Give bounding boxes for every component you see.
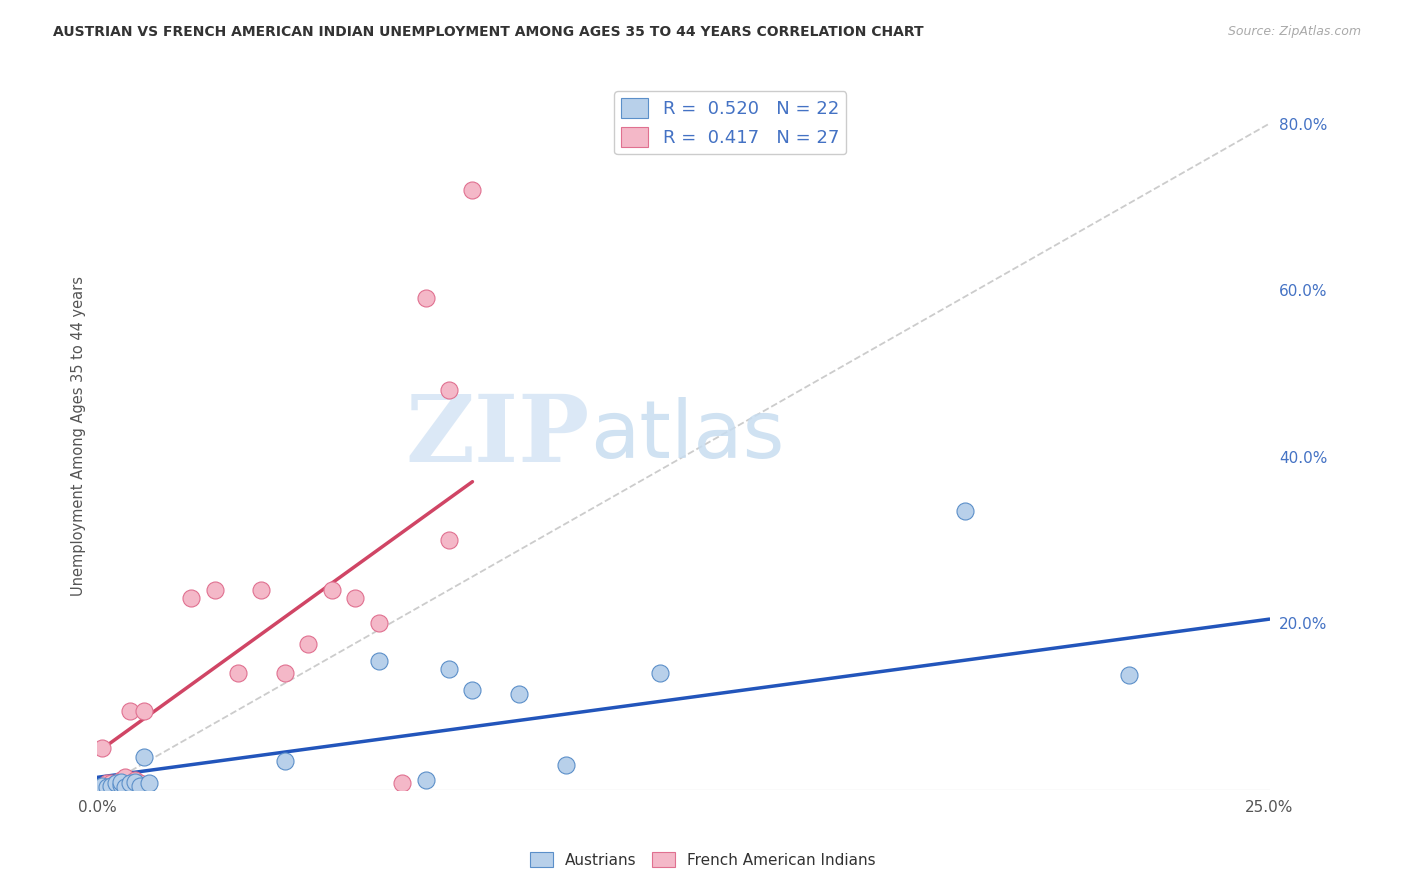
Point <box>114 770 136 784</box>
Point <box>250 582 273 597</box>
Point <box>91 779 114 793</box>
Text: AUSTRIAN VS FRENCH AMERICAN INDIAN UNEMPLOYMENT AMONG AGES 35 TO 44 YEARS CORREL: AUSTRIAN VS FRENCH AMERICAN INDIAN UNEMP… <box>53 25 924 39</box>
Point <box>128 776 150 790</box>
Point <box>367 616 389 631</box>
Point <box>437 383 460 397</box>
Point <box>128 779 150 793</box>
Point <box>367 654 389 668</box>
Text: Source: ZipAtlas.com: Source: ZipAtlas.com <box>1227 25 1361 38</box>
Point <box>555 757 578 772</box>
Point <box>110 775 132 789</box>
Point <box>114 780 136 794</box>
Text: atlas: atlas <box>589 397 785 475</box>
Point <box>120 776 142 790</box>
Point <box>297 637 319 651</box>
Point <box>100 776 122 790</box>
Point <box>124 775 146 789</box>
Point <box>91 780 114 794</box>
Point <box>110 776 132 790</box>
Legend: R =  0.520   N = 22, R =  0.417   N = 27: R = 0.520 N = 22, R = 0.417 N = 27 <box>614 91 846 154</box>
Point <box>953 504 976 518</box>
Text: ZIP: ZIP <box>405 391 589 481</box>
Point <box>461 183 484 197</box>
Point <box>96 780 118 794</box>
Point <box>105 776 128 790</box>
Point <box>180 591 202 606</box>
Point <box>204 582 226 597</box>
Point <box>461 682 484 697</box>
Point <box>437 533 460 547</box>
Point <box>415 772 437 787</box>
Point <box>120 780 142 794</box>
Point <box>134 749 156 764</box>
Point <box>415 292 437 306</box>
Point <box>274 666 297 681</box>
Y-axis label: Unemployment Among Ages 35 to 44 years: Unemployment Among Ages 35 to 44 years <box>72 276 86 596</box>
Point <box>91 741 114 756</box>
Point <box>391 776 413 790</box>
Point <box>321 582 343 597</box>
Point <box>100 779 122 793</box>
Point <box>120 704 142 718</box>
Point <box>1118 668 1140 682</box>
Point <box>105 776 128 790</box>
Point <box>124 772 146 787</box>
Point <box>437 662 460 676</box>
Point <box>138 776 160 790</box>
Point <box>274 754 297 768</box>
Point <box>96 776 118 790</box>
Point <box>110 772 132 787</box>
Point <box>134 704 156 718</box>
Point <box>110 778 132 792</box>
Point <box>648 666 671 681</box>
Point <box>226 666 249 681</box>
Point <box>344 591 367 606</box>
Point <box>508 687 530 701</box>
Legend: Austrians, French American Indians: Austrians, French American Indians <box>524 846 882 873</box>
